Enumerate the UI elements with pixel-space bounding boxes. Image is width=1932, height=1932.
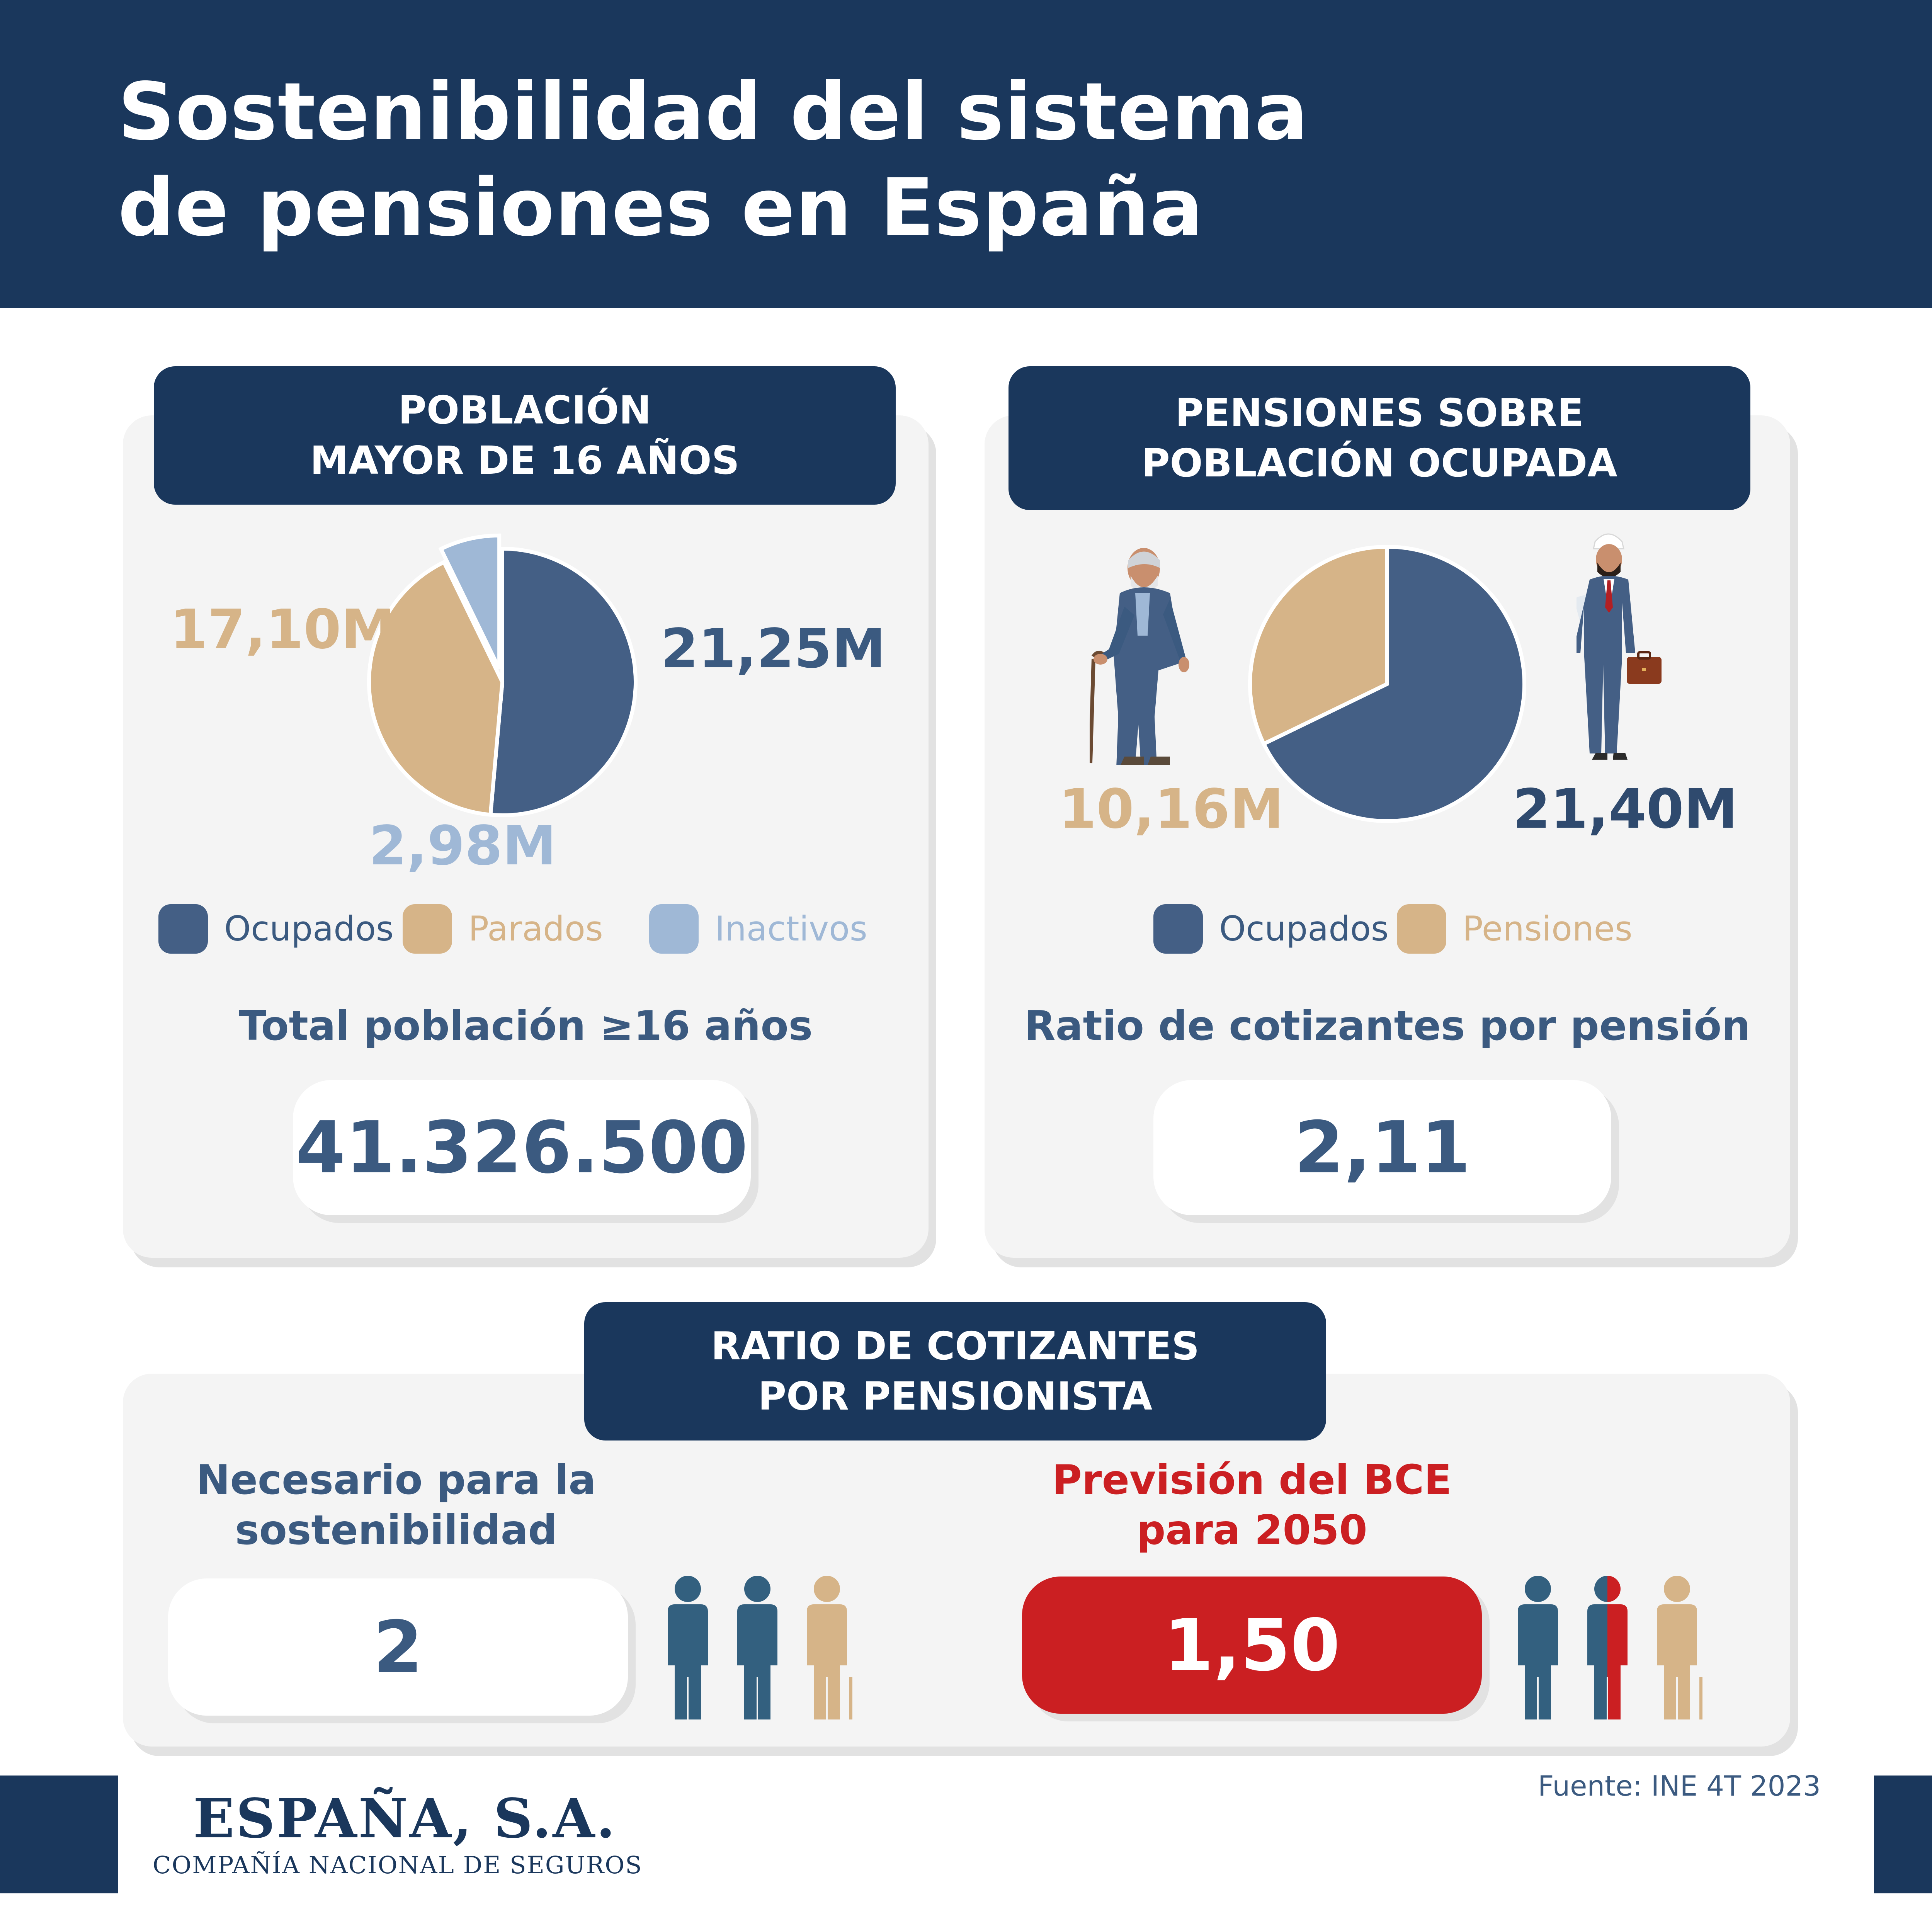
- forecast-label-line-2: para 2050: [1136, 1507, 1367, 1554]
- forecast-ratio-value: 1,50: [1163, 1603, 1340, 1687]
- poblacion-pie-chart: [367, 533, 638, 817]
- forecast-people-icons: [1518, 1576, 1702, 1719]
- legend2-swatch-ocupados: [1153, 904, 1203, 954]
- legend2-label-pensiones: Pensiones: [1463, 909, 1633, 949]
- poblacion-title-tab: POBLACIÓN MAYOR DE 16 AÑOS: [154, 366, 896, 505]
- forecast-ratio-box: 1,50: [1022, 1577, 1482, 1714]
- ratio-title-line-1: RATIO DE COTIZANTES: [711, 1323, 1199, 1369]
- needed-ratio-value: 2: [373, 1605, 423, 1689]
- pie-slice-inactivos: [438, 533, 502, 670]
- legend2-label-ocupados: Ocupados: [1219, 909, 1389, 949]
- ratio-cotizantes-box: 2,11: [1153, 1080, 1611, 1215]
- worker-person-icon: [1518, 1576, 1558, 1719]
- total-poblacion-value: 41.326.500: [296, 1106, 748, 1189]
- pie1-label-parados: 17,10M: [170, 598, 395, 661]
- needed-ratio-box: 2: [168, 1578, 628, 1716]
- pie1-label-inactivos: 2,98M: [369, 815, 556, 878]
- legend-swatch-parados: [403, 904, 452, 954]
- legend-swatch-inactivos: [649, 904, 699, 954]
- pie-slice-parados: [367, 560, 505, 817]
- worker-person-icon: [668, 1576, 708, 1719]
- pie1-label-ocupados: 21,25M: [661, 617, 886, 680]
- company-logo-subtitle: COMPAÑÍA NACIONAL DE SEGUROS: [153, 1851, 643, 1879]
- needed-label-line-1: Necesario para la: [196, 1456, 596, 1503]
- needed-people-icons: [668, 1576, 852, 1719]
- page-title-line-2: de pensiones en España: [118, 162, 1204, 254]
- company-logo-name: ESPAÑA, S.A.: [193, 1787, 617, 1850]
- pensiones-pie-chart: [1248, 544, 1526, 823]
- pie2-label-pensiones: 10,16M: [1059, 778, 1284, 841]
- legend-label-parados: Parados: [468, 909, 603, 949]
- ratio-title-line-2: POR PENSIONISTA: [758, 1374, 1153, 1419]
- pie-slice-ocupados: [488, 546, 638, 817]
- forecast-label-line-1: Previsión del BCE: [1052, 1456, 1452, 1503]
- pensioner-person-icon: [807, 1576, 852, 1719]
- legend2-swatch-pensiones: [1397, 904, 1446, 954]
- pie-slice-ocupados: [1261, 544, 1526, 823]
- pensioner-person-icon: [1657, 1576, 1702, 1719]
- worker-person-icon: [737, 1576, 777, 1719]
- pie-slice-pensiones: [1248, 544, 1389, 747]
- half-worker-person-icon: [1587, 1576, 1628, 1719]
- pensiones-title-line-1: PENSIONES SOBRE: [1175, 390, 1584, 435]
- legend-label-inactivos: Inactivos: [715, 909, 867, 949]
- footer-right-block: [1874, 1776, 1932, 1893]
- legend-label-ocupados: Ocupados: [224, 909, 394, 949]
- pie2-label-ocupados: 21,40M: [1513, 778, 1738, 841]
- pensiones-title-tab: PENSIONES SOBRE POBLACIÓN OCUPADA: [1009, 366, 1750, 510]
- pensiones-title-line-2: POBLACIÓN OCUPADA: [1141, 440, 1617, 486]
- legend-swatch-ocupados: [158, 904, 208, 954]
- page-title-line-1: Sostenibilidad del sistema: [118, 66, 1309, 158]
- footer-left-block: [0, 1776, 118, 1893]
- total-poblacion-box: 41.326.500: [293, 1080, 751, 1215]
- ratio-cotizantes-label: Ratio de cotizantes por pensión: [1024, 1002, 1751, 1049]
- needed-label-line-2: sostenibilidad: [235, 1507, 557, 1554]
- poblacion-title-line-2: MAYOR DE 16 AÑOS: [310, 438, 740, 483]
- ratio-cotizantes-value: 2,11: [1294, 1106, 1471, 1189]
- elderly-man-with-cane-icon: [1090, 548, 1189, 765]
- poblacion-title-line-1: POBLACIÓN: [398, 388, 651, 433]
- header-banner: [0, 0, 1932, 308]
- businessman-with-briefcase-icon: [1577, 533, 1662, 760]
- source-note: Fuente: INE 4T 2023: [1538, 1770, 1821, 1802]
- ratio-title-tab: RATIO DE COTIZANTES POR PENSIONISTA: [584, 1302, 1326, 1440]
- total-poblacion-label: Total población ≥16 años: [238, 1002, 813, 1049]
